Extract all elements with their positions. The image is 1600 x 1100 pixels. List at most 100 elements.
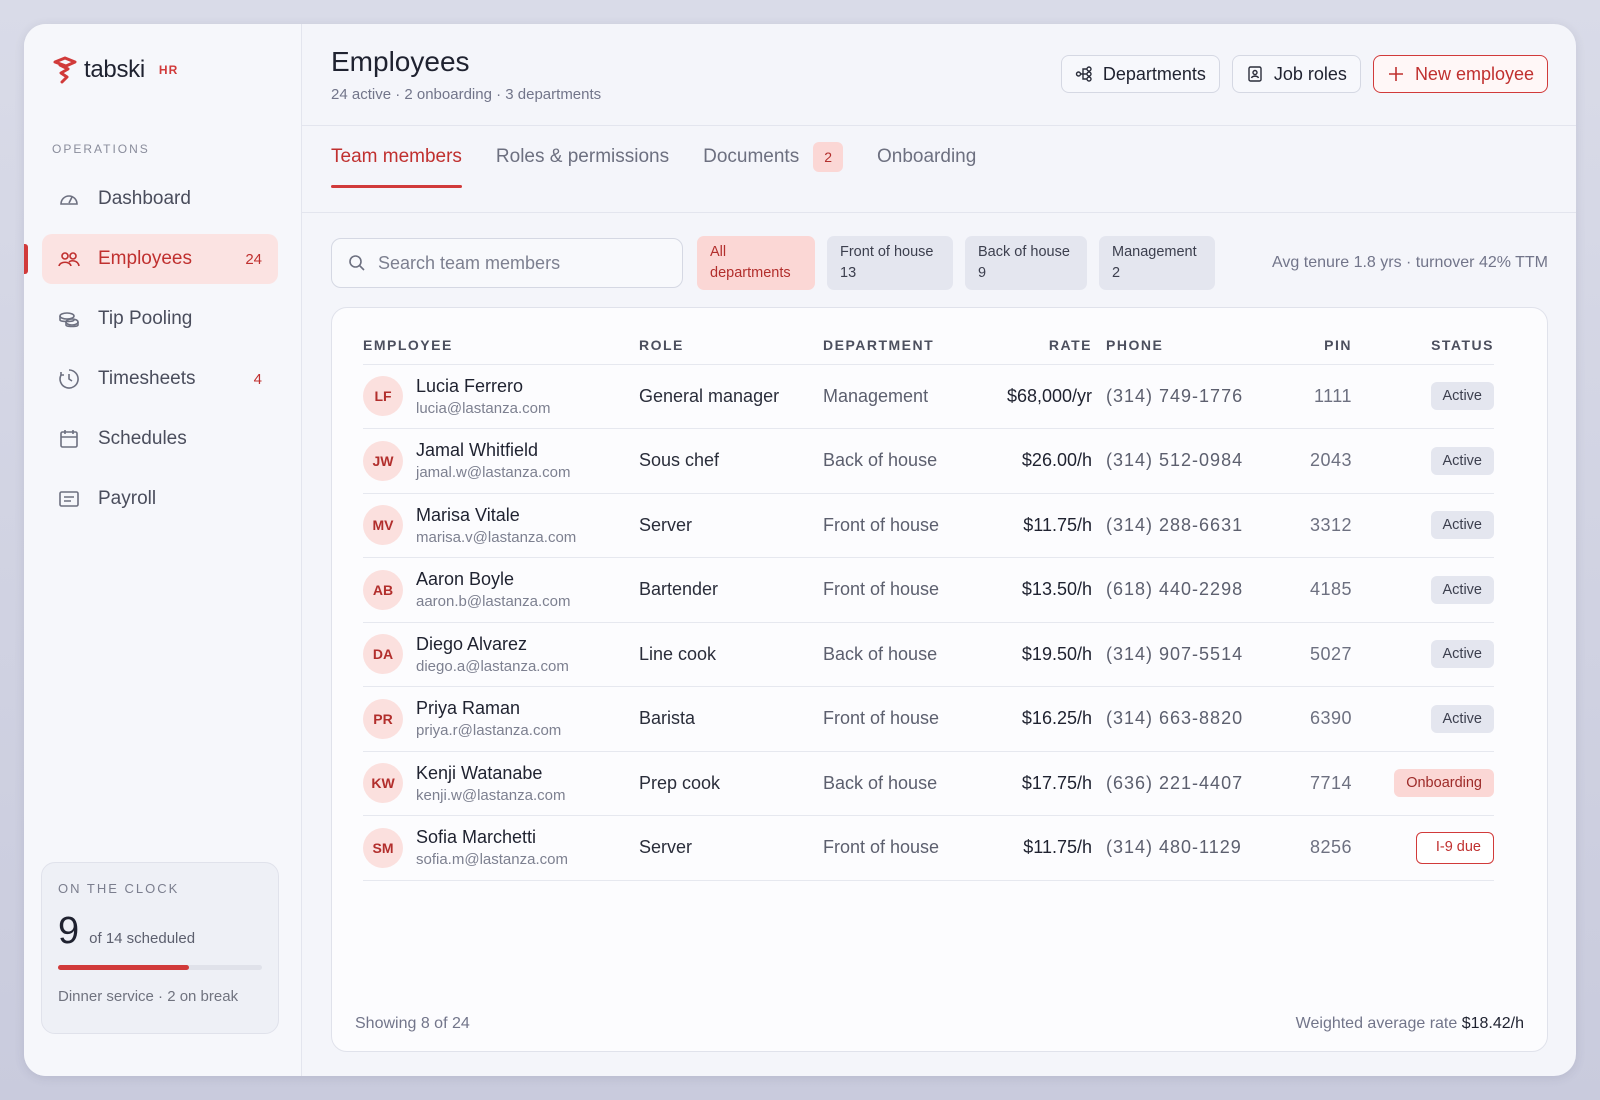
avatar: MV (363, 505, 403, 546)
new-employee-button[interactable]: New employee (1372, 55, 1548, 93)
employee-name[interactable]: Diego Alvarez (416, 633, 528, 654)
status-badge[interactable]: Active (1430, 640, 1494, 669)
employee-name[interactable]: Sofia Marchetti (416, 827, 537, 848)
department-filter-chips: All departments Front of house 13 Back o… (697, 236, 1215, 290)
status-badge[interactable]: Active (1430, 446, 1494, 475)
cell-role: Server (639, 493, 823, 558)
status-badge[interactable]: Active (1430, 382, 1494, 411)
employee-name[interactable]: Marisa Vitale (416, 504, 520, 525)
cell-rate: $13.50/h (983, 557, 1106, 623)
table-row[interactable]: LF Lucia Ferrero lucia@lastanza.com General… (363, 364, 1494, 429)
table-row[interactable]: AB Aaron Boyle aaron.b@lastanza.com Bartend… (363, 557, 1494, 623)
search-icon (348, 254, 366, 272)
new-employee-button-label: New employee (1414, 63, 1534, 84)
cell-status: Active (1352, 428, 1494, 494)
employees-table: EMPLOYEE ROLE DEPARTMENT RATE PHONE PIN … (363, 326, 1494, 881)
sidebar-item-employees[interactable]: Employees 24 (24, 234, 278, 284)
cell-role: General manager (639, 364, 823, 429)
chip-front-of-house[interactable]: Front of house 13 (827, 236, 953, 290)
documents-count-badge: 2 (813, 142, 843, 172)
status-badge[interactable]: Onboarding (1394, 769, 1494, 798)
table-row[interactable]: PR Priya Raman priya.r@lastanza.com Barista… (363, 686, 1494, 752)
on-the-clock-footer: Dinner service · 2 on break (58, 988, 239, 1005)
cell-rate: $11.75/h (983, 815, 1106, 881)
tab-label: Roles & permissions (495, 146, 670, 167)
search-box[interactable] (331, 238, 683, 288)
table-row[interactable]: DA Diego Alvarez diego.a@lastanza.com Line … (363, 622, 1494, 687)
tab-label: Team members (331, 146, 462, 167)
page-subtitle: 24 active · 2 onboarding · 3 departments (331, 86, 602, 103)
cell-employee: KW Kenji Watanabe kenji.w@lastanza.com (363, 751, 639, 816)
cell-pin: 6390 (1274, 686, 1352, 752)
tab-documents[interactable]: Documents 2 (703, 142, 843, 212)
avatar: LF (363, 376, 403, 417)
column-header-pin[interactable]: PIN (1274, 326, 1352, 365)
status-badge[interactable]: I-9 due (1416, 831, 1494, 864)
chip-management[interactable]: Management 2 (1099, 236, 1215, 290)
employee-name[interactable]: Lucia Ferrero (416, 375, 524, 396)
job-roles-button-label: Job roles (1273, 63, 1347, 84)
table-row[interactable]: MV Marisa Vitale marisa.v@lastanza.com Serv… (363, 493, 1494, 558)
sidebar-item-schedules[interactable]: Schedules (42, 414, 278, 464)
chip-all-departments[interactable]: All departments (697, 236, 815, 290)
main-content: Employees 24 active · 2 onboarding · 3 d… (302, 24, 1576, 1076)
cell-rate: $16.25/h (983, 686, 1106, 752)
cell-status: I-9 due (1352, 815, 1494, 881)
on-the-clock-card: ON THE CLOCK 9 of 14 scheduled Dinner se… (41, 862, 279, 1034)
tab-team-members[interactable]: Team members (331, 144, 462, 212)
cell-rate: $68,000/yr (983, 364, 1106, 429)
cell-employee: MV Marisa Vitale marisa.v@lastanza.com (363, 493, 639, 558)
column-header-role[interactable]: ROLE (639, 326, 823, 365)
search-input[interactable] (378, 252, 658, 274)
cell-department: Back of house (823, 428, 983, 494)
cell-pin: 1111 (1274, 364, 1352, 429)
logo[interactable]: tabski HR (52, 56, 178, 84)
cell-status: Active (1352, 364, 1494, 429)
employee-name[interactable]: Jamal Whitfield (416, 440, 539, 461)
cell-status: Onboarding (1352, 751, 1494, 816)
column-header-department[interactable]: DEPARTMENT (823, 326, 983, 365)
cell-employee: SM Sofia Marchetti sofia.m@lastanza.com (363, 815, 639, 881)
sidebar-item-timesheets[interactable]: Timesheets 4 (42, 354, 278, 404)
table-row[interactable]: KW Kenji Watanabe kenji.w@lastanza.com Prep… (363, 751, 1494, 816)
clock-icon (58, 368, 80, 390)
cell-status: Active (1352, 622, 1494, 687)
column-header-status[interactable]: STATUS (1352, 326, 1494, 365)
column-header-phone[interactable]: PHONE (1106, 326, 1274, 365)
sidebar-item-payroll[interactable]: Payroll (42, 474, 278, 524)
cell-department: Management (823, 364, 983, 429)
cell-department: Front of house (823, 493, 983, 558)
employee-name[interactable]: Kenji Watanabe (416, 762, 543, 783)
column-header-employee[interactable]: EMPLOYEE (363, 326, 639, 365)
departments-button[interactable]: Departments (1060, 55, 1220, 93)
cell-employee: PR Priya Raman priya.r@lastanza.com (363, 686, 639, 752)
tab-onboarding[interactable]: Onboarding (877, 144, 976, 212)
table-row[interactable]: SM Sofia Marchetti sofia.m@lastanza.com Ser… (363, 815, 1494, 881)
column-header-rate[interactable]: RATE (983, 326, 1106, 365)
employee-email: jamal.w@lastanza.com (416, 464, 571, 482)
weighted-average-label: Weighted average rate (1295, 1015, 1458, 1032)
sidebar-item-count: 4 (253, 370, 262, 388)
sidebar-item-tip-pooling[interactable]: Tip Pooling (42, 294, 278, 344)
id-badge-icon (1246, 65, 1264, 83)
cell-pin: 4185 (1274, 557, 1352, 623)
status-badge[interactable]: Active (1430, 575, 1494, 604)
plus-icon (1387, 65, 1405, 83)
sidebar-item-dashboard[interactable]: Dashboard (42, 174, 278, 224)
chip-back-of-house[interactable]: Back of house 9 (965, 236, 1087, 290)
employee-name[interactable]: Priya Raman (416, 698, 521, 719)
cell-department: Front of house (823, 557, 983, 623)
sidebar-item-label: Dashboard (98, 188, 191, 209)
table-row[interactable]: JW Jamal Whitfield jamal.w@lastanza.com Sou… (363, 428, 1494, 494)
employee-email: marisa.v@lastanza.com (416, 528, 577, 546)
status-badge[interactable]: Active (1430, 704, 1494, 733)
tab-roles-permissions[interactable]: Roles & permissions (496, 144, 669, 212)
filter-toolbar: All departments Front of house 13 Back o… (331, 236, 1548, 290)
job-roles-button[interactable]: Job roles (1231, 55, 1361, 93)
status-badge[interactable]: Active (1430, 511, 1494, 540)
employee-name[interactable]: Aaron Boyle (416, 569, 515, 590)
cell-phone: (314) 512-0984 (1106, 428, 1274, 494)
cell-phone: (314) 749-1776 (1106, 364, 1274, 429)
cell-phone: (618) 440-2298 (1106, 557, 1274, 623)
employee-email: diego.a@lastanza.com (416, 657, 569, 675)
